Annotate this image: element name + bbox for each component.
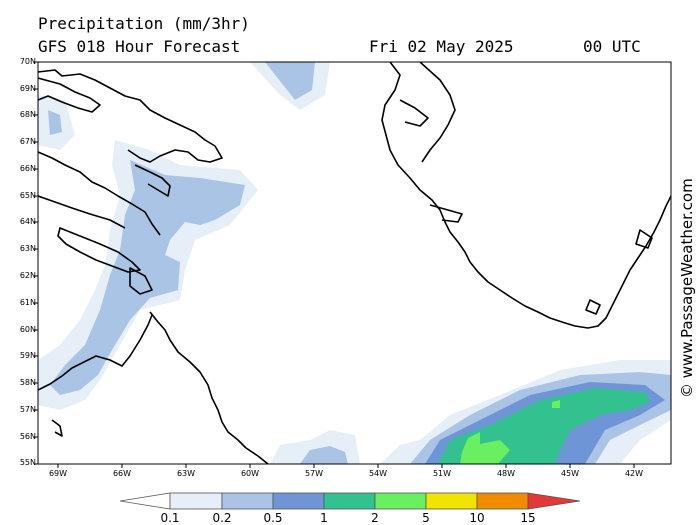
coastline <box>129 267 153 295</box>
legend-tick-label: 10 <box>469 511 485 525</box>
lat-label: 60N <box>19 325 36 334</box>
forecast-time: 00 UTC <box>583 37 641 56</box>
legend-tick-label: 2 <box>371 511 379 525</box>
lat-label: 57N <box>19 405 36 414</box>
lat-label: 58N <box>19 378 36 387</box>
forecast-date: Fri 02 May 2025 <box>369 37 514 56</box>
precip-area-very-heavy <box>552 400 560 408</box>
coastline <box>429 204 463 223</box>
coastline <box>38 151 161 236</box>
lat-label: 68N <box>19 110 36 119</box>
color-legend <box>119 492 581 510</box>
coastline <box>149 311 269 464</box>
coastline <box>38 77 101 113</box>
lat-label: 67N <box>19 137 36 146</box>
lon-label: 45W <box>560 469 580 478</box>
lat-label: 70N <box>19 57 36 66</box>
lon-label: 42W <box>624 469 644 478</box>
legend-swatch <box>169 492 223 510</box>
legend-swatch <box>323 492 376 510</box>
legend-tick-label: 15 <box>520 511 536 525</box>
lat-label: 69N <box>19 84 36 93</box>
coastline <box>38 195 126 229</box>
lat-label: 64N <box>19 217 36 226</box>
legend-swatch <box>425 492 478 510</box>
lat-ticks <box>34 61 38 465</box>
precip-area-low <box>48 110 62 135</box>
legend-tick-label: 1 <box>320 511 328 525</box>
lon-ticks <box>57 464 635 468</box>
lat-label: 62N <box>19 271 36 280</box>
coastline-layer <box>38 62 671 464</box>
lat-label: 55N <box>19 458 36 467</box>
coastline <box>419 62 456 163</box>
coastline <box>399 99 429 127</box>
coastline <box>38 314 153 391</box>
lon-label: 60W <box>240 469 260 478</box>
legend-tick-label: 5 <box>422 511 430 525</box>
legend-arrow-max <box>527 492 581 510</box>
lat-label: 56N <box>19 432 36 441</box>
lat-label: 65N <box>19 191 36 200</box>
legend-swatch <box>374 492 427 510</box>
coastline <box>381 62 671 329</box>
lon-label: 51W <box>432 469 452 478</box>
legend-tick-label: 0.1 <box>160 511 180 525</box>
map-title: Precipitation (mm/3hr) <box>38 14 250 33</box>
precip-area-low <box>265 62 315 100</box>
coastline <box>585 299 601 315</box>
precip-area-low <box>300 446 348 464</box>
lon-label: 48W <box>496 469 516 478</box>
legend-swatch <box>476 492 529 510</box>
legend-tick-label: 0.5 <box>263 511 283 525</box>
precip-area-very-heavy <box>460 432 510 464</box>
coastline <box>38 69 223 163</box>
legend-swatch <box>272 492 325 510</box>
watermark: © www.PassageWeather.com <box>678 178 696 398</box>
lat-label: 66N <box>19 164 36 173</box>
coastline <box>51 419 63 437</box>
legend-arrow-min <box>119 492 171 510</box>
legend-swatch <box>221 492 274 510</box>
model-forecast-label: GFS 018 Hour Forecast <box>38 37 241 56</box>
lon-label: 66W <box>112 469 132 478</box>
lon-label: 69W <box>48 469 68 478</box>
legend-tick-label: 0.2 <box>212 511 232 525</box>
map-frame <box>37 61 672 465</box>
precipitation-layer <box>38 62 671 464</box>
lat-label: 63N <box>19 244 36 253</box>
coastline <box>57 227 141 273</box>
lon-label: 63W <box>176 469 196 478</box>
lat-label: 61N <box>19 298 36 307</box>
coastline <box>134 164 171 197</box>
precip-area-low <box>50 160 245 395</box>
lon-label: 54W <box>368 469 388 478</box>
lon-label: 57W <box>304 469 324 478</box>
coastline <box>635 229 653 249</box>
lat-label: 59N <box>19 351 36 360</box>
